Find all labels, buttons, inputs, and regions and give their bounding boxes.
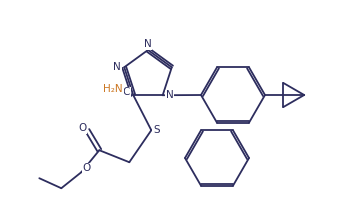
Text: N: N	[144, 39, 152, 49]
Text: S: S	[153, 125, 160, 135]
Text: O: O	[78, 123, 87, 133]
Text: O: O	[82, 163, 90, 173]
Text: C: C	[123, 87, 130, 97]
Text: N: N	[113, 62, 121, 72]
Text: H₂N: H₂N	[104, 84, 123, 94]
Text: N: N	[166, 90, 174, 100]
